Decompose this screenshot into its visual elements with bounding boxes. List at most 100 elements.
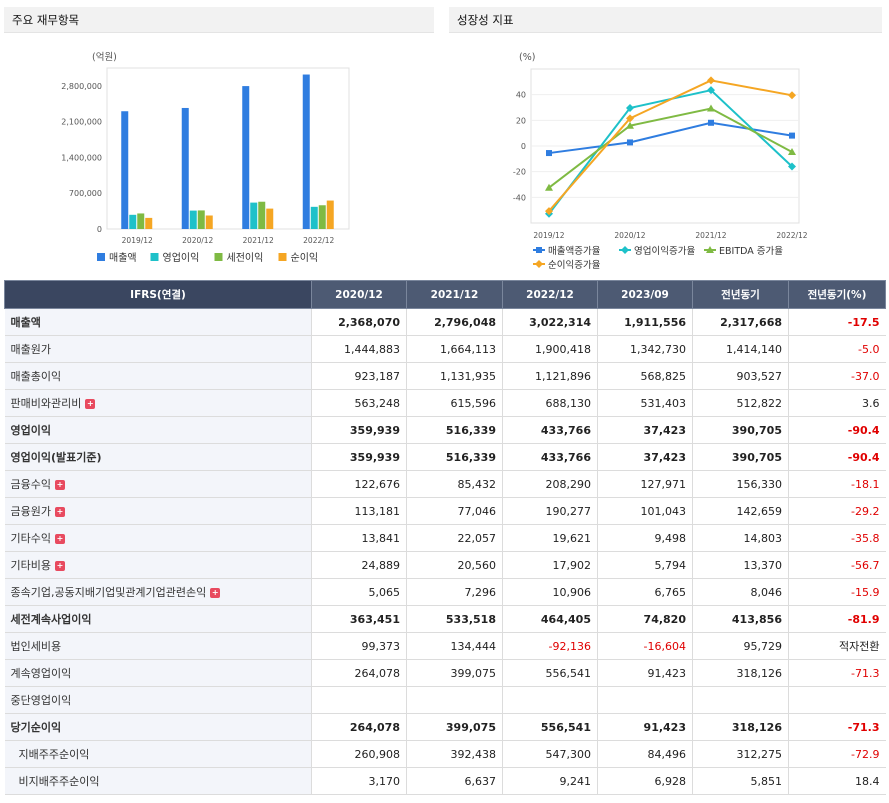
table-row: 영업이익 359,939 516,339 433,766 37,423 390,705 -9… (4, 416, 886, 444)
expand-plus-icon[interactable]: + (54, 480, 65, 490)
cell-value: -90.4 (788, 443, 886, 471)
financial-items-bar-chart: (억원) 2,800,000 2,100,000 1,400,000 700,000 0 2… (61, 51, 350, 264)
data-point (788, 148, 796, 156)
cell-value: -71.3 (788, 713, 886, 741)
cell-value: -92,136 (502, 632, 598, 660)
data-point (626, 114, 634, 123)
cell-value: 37,423 (597, 416, 693, 444)
expand-plus-icon[interactable]: + (54, 561, 65, 571)
cell-value: 547,300 (502, 740, 598, 768)
bar-순이익 (145, 217, 153, 229)
row-label: 금융원가 + (4, 497, 312, 525)
x-tick-label: 2019/12 (122, 236, 153, 245)
cell-value: 113,181 (311, 497, 407, 525)
cell-value: 433,766 (502, 416, 598, 444)
plot-area (106, 67, 350, 230)
column-header: 전년동기 (692, 280, 789, 309)
cell-value: 3.6 (788, 389, 886, 417)
expand-plus-icon[interactable]: + (85, 399, 96, 409)
legend-marker (706, 246, 714, 253)
cell-value: 84,496 (597, 740, 693, 768)
x-tick-label: 2022/12 (303, 236, 334, 245)
cell-value: 312,275 (692, 740, 789, 768)
cell-value: 156,330 (692, 470, 789, 498)
column-header: IFRS(연결) (4, 280, 312, 309)
cell-value: 95,729 (692, 632, 789, 660)
cell-value: 9,241 (502, 767, 598, 795)
cell-value: 556,541 (502, 713, 598, 741)
cell-value: -56.7 (788, 551, 886, 579)
legend-swatch (97, 253, 105, 261)
expand-plus-icon[interactable]: + (54, 534, 65, 544)
expand-plus-icon[interactable]: + (210, 588, 221, 598)
column-header: 2020/12 (311, 280, 407, 309)
cell-value: 5,794 (597, 551, 693, 579)
cell-value: -37.0 (788, 362, 886, 390)
cell-value: 74,820 (597, 605, 693, 633)
bar-순이익 (266, 208, 274, 229)
column-header: 전년동기(%) (788, 280, 886, 309)
cell-value (788, 686, 886, 714)
cell-value: 399,075 (406, 713, 503, 741)
cell-value: -17.5 (788, 308, 886, 336)
row-label: 판매비와관리비 + (4, 389, 312, 417)
bar-매출액 (242, 86, 250, 229)
table-row: 비지배주주순이익 3,170 6,637 9,241 6,928 5,851 18.4 (4, 767, 886, 795)
x-tick-label: 2020/12 (614, 231, 645, 240)
cell-value: -90.4 (788, 416, 886, 444)
bar-매출액 (302, 74, 310, 229)
financial-statement-table: IFRS(연결) 2020/12 2021/12 2022/12 2023/09 전년동기… (4, 280, 886, 795)
column-header: 2023/09 (597, 280, 693, 309)
cell-value: 512,822 (692, 389, 789, 417)
cell-value: 1,131,935 (406, 362, 503, 390)
row-label: 영업이익 (4, 416, 312, 444)
table-row: 세전계속사업이익 363,451 533,518 464,405 74,820 413,8… (4, 605, 886, 633)
cell-value: 19,621 (502, 524, 598, 552)
cell-value: 6,928 (597, 767, 693, 795)
table-row: 금융원가 +113,181 77,046 190,277 101,043 142,659-… (4, 497, 886, 525)
y-tick-label: 1,400,000 (61, 153, 102, 162)
y-tick-label: 2,100,000 (61, 118, 102, 127)
table-row: 금융수익 +122,676 85,432 208,290 127,971 156,330-… (4, 470, 886, 498)
bar-순이익 (205, 215, 213, 229)
cell-value: 18.4 (788, 767, 886, 795)
cell-value: -29.2 (788, 497, 886, 525)
cell-value: 390,705 (692, 416, 789, 444)
cell-value: 903,527 (692, 362, 789, 390)
cell-value: 516,339 (406, 416, 503, 444)
panel-title: 주요 재무항목 (4, 7, 434, 33)
legend-label: 순이익증가율 (548, 259, 601, 271)
row-label: 기타비용 + (4, 551, 312, 579)
x-tick-label: 2022/12 (776, 231, 807, 240)
cell-value: 318,126 (692, 713, 789, 741)
cell-value: 101,043 (597, 497, 693, 525)
cell-value: 13,841 (311, 524, 407, 552)
bar-세전이익 (197, 210, 205, 229)
cell-value: 24,889 (311, 551, 407, 579)
row-label: 매출액 (4, 308, 312, 336)
row-label: 계속영업이익 (4, 659, 312, 687)
table-row: 매출원가 1,444,883 1,664,113 1,900,418 1,342,730… (4, 335, 886, 363)
expand-plus-icon[interactable]: + (54, 507, 65, 517)
column-header: 2022/12 (502, 280, 598, 309)
legend-label: 매출액증가율 (548, 245, 601, 257)
data-point (545, 183, 553, 191)
cell-value: 264,078 (311, 713, 407, 741)
cell-value: 122,676 (311, 470, 407, 498)
cell-value: 533,518 (406, 605, 503, 633)
cell-value: -18.1 (788, 470, 886, 498)
legend-swatch (214, 253, 223, 261)
cell-value: 208,290 (502, 470, 598, 498)
cell-value: -35.8 (788, 524, 886, 552)
cell-value: 359,939 (311, 443, 407, 471)
data-point (626, 104, 634, 113)
row-label: 지배주주순이익 (4, 740, 312, 768)
table-row: 판매비와관리비 +563,248 615,596 688,130 531,403 512,… (4, 389, 886, 417)
table-row: 기타비용 +24,889 20,560 17,902 5,794 13,370 -56.7 (4, 551, 886, 579)
table-header-row: IFRS(연결) 2020/12 2021/12 2022/12 2023/09 전년동기… (4, 280, 886, 309)
cell-value: 433,766 (502, 443, 598, 471)
cell-value: 3,022,314 (502, 308, 598, 336)
legend-label: 순이익 (291, 252, 319, 264)
bar-영업이익 (189, 210, 197, 229)
cell-value: 363,451 (311, 605, 407, 633)
